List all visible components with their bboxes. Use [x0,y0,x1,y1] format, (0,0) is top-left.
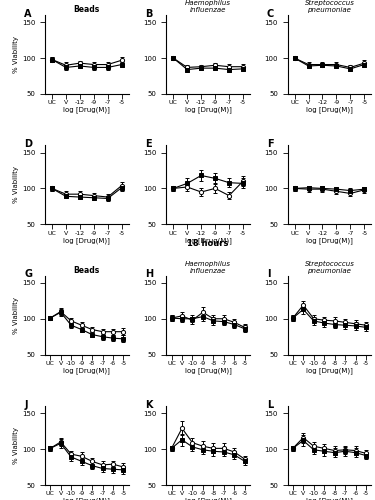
X-axis label: log [Drug(M)]: log [Drug(M)] [184,368,231,374]
Y-axis label: % Viability: % Viability [13,166,19,203]
X-axis label: log [Drug(M)]: log [Drug(M)] [63,498,110,500]
Title: Haemophilus
influenzae: Haemophilus influenzae [185,0,231,13]
X-axis label: log [Drug(M)]: log [Drug(M)] [63,237,110,244]
X-axis label: log [Drug(M)]: log [Drug(M)] [306,368,353,374]
Text: J: J [24,400,28,409]
Text: 18 hours: 18 hours [188,239,229,248]
Text: B: B [146,8,153,18]
Title: Streptococcus
pneumoniae: Streptococcus pneumoniae [304,261,354,274]
Title: Haemophilus
influenzae: Haemophilus influenzae [185,261,231,274]
Text: L: L [267,400,273,409]
X-axis label: log [Drug(M)]: log [Drug(M)] [306,106,353,114]
X-axis label: log [Drug(M)]: log [Drug(M)] [184,498,231,500]
Y-axis label: % Viability: % Viability [13,296,19,334]
Text: 1 hour: 1 hour [0,42,3,67]
Text: K: K [146,400,153,409]
Y-axis label: % Viability: % Viability [13,36,19,73]
Text: F: F [267,139,273,149]
X-axis label: log [Drug(M)]: log [Drug(M)] [63,106,110,114]
Text: E: E [146,139,152,149]
Text: G: G [24,270,32,280]
Text: 4 hours: 4 hours [0,431,3,460]
Text: A: A [24,8,32,18]
X-axis label: log [Drug(M)]: log [Drug(M)] [306,237,353,244]
Title: Streptococcus
pneumoniae: Streptococcus pneumoniae [304,0,354,13]
X-axis label: log [Drug(M)]: log [Drug(M)] [306,498,353,500]
X-axis label: log [Drug(M)]: log [Drug(M)] [63,368,110,374]
Y-axis label: % Viability: % Viability [13,427,19,464]
Text: H: H [146,270,153,280]
Text: 4 hours: 4 hours [0,170,3,200]
X-axis label: log [Drug(M)]: log [Drug(M)] [184,106,231,114]
X-axis label: log [Drug(M)]: log [Drug(M)] [184,237,231,244]
Title: Beads: Beads [74,266,100,275]
Text: C: C [267,8,274,18]
Text: D: D [24,139,32,149]
Title: Beads: Beads [74,5,100,14]
Text: 1 hour: 1 hour [0,303,3,328]
Text: I: I [267,270,270,280]
